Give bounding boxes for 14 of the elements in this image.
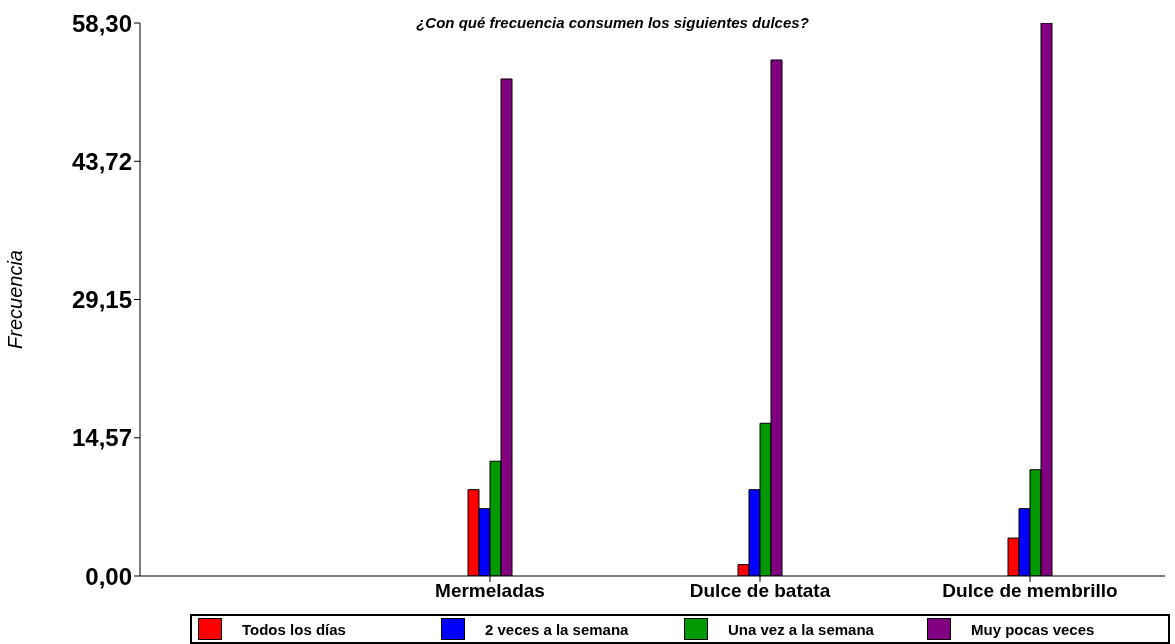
legend-label: Una vez a la semana (728, 620, 874, 638)
x-tick-label: Mermeladas (435, 580, 545, 602)
legend-label: Todos los días (242, 620, 346, 638)
y-axis-title: Frecuencia (4, 250, 27, 349)
y-tick-label: 0,00 (85, 562, 132, 590)
chart-title: ¿Con qué frecuencia consumen los siguientes dulces? (415, 14, 810, 31)
legend-label: 2 veces a la semana (485, 620, 629, 638)
y-tick-label: 14,57 (71, 424, 132, 452)
legend-label: Muy pocas veces (971, 620, 1095, 638)
y-tick-label: 58,30 (71, 9, 132, 37)
x-tick-label: Dulce de membrillo (942, 580, 1118, 602)
x-tick-label: Dulce de batata (689, 580, 831, 602)
y-tick-label: 29,15 (71, 286, 132, 314)
y-tick-label: 43,72 (71, 147, 132, 175)
